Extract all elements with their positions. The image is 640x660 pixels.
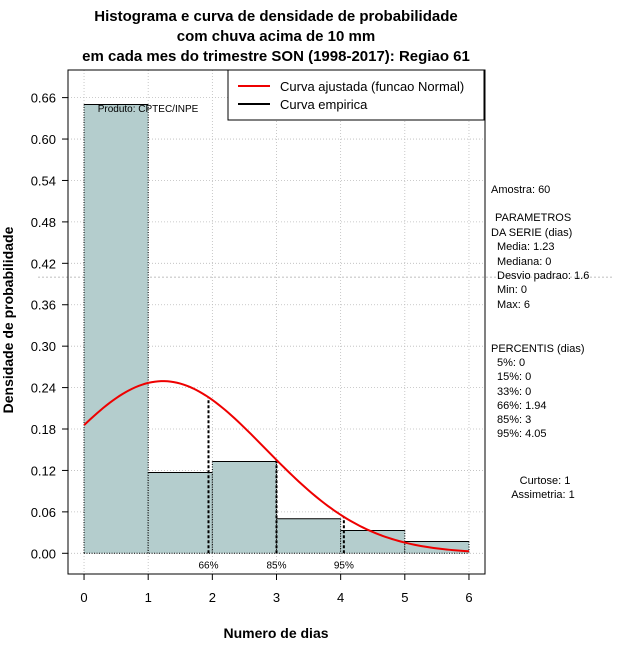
params-title: PARAMETROS <box>495 212 571 224</box>
percentil-85: 85%: 3 <box>497 414 531 426</box>
percentil-15: 15%: 0 <box>497 371 531 383</box>
chart-title-line-1: Histograma e curva de densidade de proba… <box>94 8 457 25</box>
y-tick-label-11: 0.66 <box>31 91 56 106</box>
percentile-label-2: 95% <box>334 560 354 571</box>
y-tick-label-6: 0.36 <box>31 298 56 313</box>
param-mean: Media: 1.23 <box>497 241 554 253</box>
percentile-label-1: 85% <box>266 560 286 571</box>
histogram-bars <box>83 104 470 554</box>
percentis-title: PERCENTIS (dias) <box>491 343 585 355</box>
histogram-bar-0 <box>84 104 149 554</box>
x-tick-label-0: 0 <box>80 590 87 605</box>
x-tick-label-5: 5 <box>401 590 408 605</box>
legend-label-normal: Curva ajustada (funcao Normal) <box>280 79 464 94</box>
histogram-bar-2 <box>212 461 277 554</box>
param-min: Min: 0 <box>497 284 527 296</box>
percentile-markers: 66% 85% 95% <box>198 397 354 571</box>
param-median: Mediana: 0 <box>497 256 551 268</box>
y-tick-label-9: 0.54 <box>31 173 56 188</box>
x-tick-label-3: 3 <box>273 590 280 605</box>
y-tick-label-5: 0.30 <box>31 339 56 354</box>
chart-title-line-2: com chuva acima de 10 mm <box>177 28 375 45</box>
y-tick-label-4: 0.24 <box>31 381 56 396</box>
legend-box <box>227 69 485 121</box>
param-sd: Desvio padrao: 1.6 <box>497 270 589 282</box>
credit-text: Produto: CPTEC/INPE <box>98 104 199 115</box>
percentil-33: 33%: 0 <box>497 386 531 398</box>
y-tick-label-3: 0.18 <box>31 422 56 437</box>
y-tick-label-0: 0.00 <box>31 546 56 561</box>
percentil-66: 66%: 1.94 <box>497 400 547 412</box>
y-tick-label-2: 0.12 <box>31 463 56 478</box>
histogram-bar-3 <box>276 518 341 554</box>
kurtosis: Curtose: 1 <box>520 475 571 487</box>
x-tick-label-4: 4 <box>337 590 344 605</box>
y-tick-label-10: 0.60 <box>31 132 56 147</box>
chart-title-line-3: em cada mes do trimestre SON (1998-2017)… <box>82 48 470 65</box>
skewness: Assimetria: 1 <box>511 489 575 501</box>
legend: Curva ajustada (funcao Normal) Curva emp… <box>227 69 485 121</box>
y-tick-label-7: 0.42 <box>31 256 56 271</box>
histogram-bar-1 <box>148 472 213 554</box>
normal-fit-curve <box>83 380 470 553</box>
legend-label-empirical: Curva empirica <box>280 97 368 112</box>
params-subtitle: DA SERIE (dias) <box>491 227 572 239</box>
sample-size: Amostra: 60 <box>491 184 550 196</box>
percentile-label-0: 66% <box>198 560 218 571</box>
axes: 0 1 2 3 4 5 6 0.00 0.06 0.12 0.18 0.24 0.30 0.36 0.42 0… <box>31 91 473 605</box>
x-tick-label-2: 2 <box>209 590 216 605</box>
x-tick-label-1: 1 <box>145 590 152 605</box>
y-tick-label-8: 0.48 <box>31 215 56 230</box>
y-axis-label: Densidade de probabilidade <box>0 226 16 413</box>
histogram-bar-4 <box>340 530 405 554</box>
x-tick-label-6: 6 <box>465 590 472 605</box>
percentil-95: 95%: 4.05 <box>497 428 547 440</box>
y-tick-label-1: 0.06 <box>31 505 56 520</box>
normal-curve-path <box>83 380 470 553</box>
percentil-5: 5%: 0 <box>497 357 525 369</box>
x-axis-label: Numero de dias <box>223 625 328 641</box>
statistics-panel: Amostra: 60 PARAMETROS DA SERIE (dias) M… <box>491 184 589 501</box>
param-max: Max: 6 <box>497 299 530 311</box>
